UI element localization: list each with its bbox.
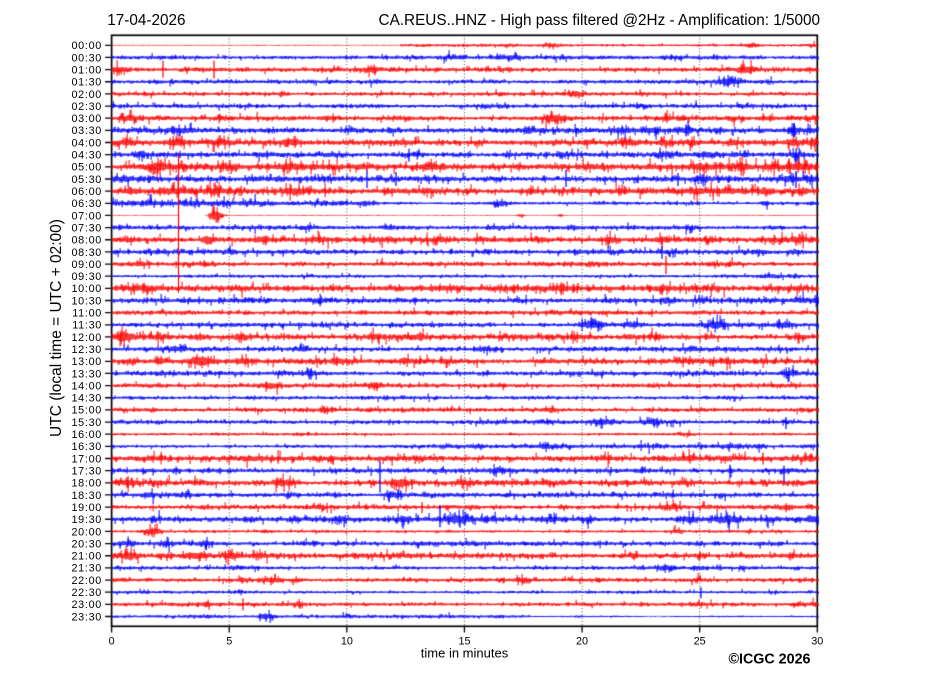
svg-text:16:30: 16:30: [71, 441, 102, 453]
svg-text:12:30: 12:30: [71, 344, 102, 356]
svg-text:00:30: 00:30: [71, 52, 102, 64]
svg-text:CA.REUS..HNZ - High pass filte: CA.REUS..HNZ - High pass filtered @2Hz -…: [379, 12, 820, 29]
svg-text:08:30: 08:30: [71, 247, 102, 259]
svg-text:14:30: 14:30: [71, 393, 102, 405]
svg-text:25: 25: [694, 635, 706, 647]
svg-text:18:30: 18:30: [71, 490, 102, 502]
svg-text:20: 20: [576, 635, 588, 647]
svg-text:21:30: 21:30: [71, 563, 102, 575]
svg-text:13:00: 13:00: [71, 356, 102, 368]
svg-text:02:30: 02:30: [71, 101, 102, 113]
svg-text:07:30: 07:30: [71, 222, 102, 234]
svg-text:UTC (local time = UTC + 02:00): UTC (local time = UTC + 02:00): [48, 219, 65, 437]
svg-text:01:30: 01:30: [71, 77, 102, 89]
svg-text:17:00: 17:00: [71, 453, 102, 465]
svg-text:17-04-2026: 17-04-2026: [107, 12, 185, 29]
svg-text:10:30: 10:30: [71, 295, 102, 307]
svg-text:©ICGC 2026: ©ICGC 2026: [728, 651, 810, 667]
svg-text:time in minutes: time in minutes: [421, 646, 509, 661]
svg-text:03:30: 03:30: [71, 125, 102, 137]
svg-text:08:00: 08:00: [71, 235, 102, 247]
svg-text:0: 0: [109, 635, 115, 647]
svg-text:05:30: 05:30: [71, 174, 102, 186]
svg-text:13:30: 13:30: [71, 368, 102, 380]
svg-text:19:30: 19:30: [71, 514, 102, 526]
svg-text:11:30: 11:30: [72, 320, 102, 332]
svg-text:20:00: 20:00: [71, 526, 102, 538]
svg-text:18:00: 18:00: [71, 478, 102, 490]
svg-text:19:00: 19:00: [71, 502, 102, 514]
svg-text:09:30: 09:30: [71, 271, 102, 283]
svg-text:15:00: 15:00: [71, 405, 102, 417]
svg-text:20:30: 20:30: [71, 538, 102, 550]
svg-text:10: 10: [341, 635, 353, 647]
svg-text:04:00: 04:00: [71, 137, 102, 149]
svg-text:11:00: 11:00: [72, 308, 102, 320]
svg-text:21:00: 21:00: [71, 551, 102, 563]
svg-text:05:00: 05:00: [71, 162, 102, 174]
svg-text:5: 5: [226, 635, 232, 647]
svg-text:23:30: 23:30: [71, 611, 102, 623]
svg-text:10:00: 10:00: [71, 283, 102, 295]
svg-text:04:30: 04:30: [71, 150, 102, 162]
svg-text:30: 30: [811, 635, 823, 647]
svg-text:06:30: 06:30: [71, 198, 102, 210]
svg-text:03:00: 03:00: [71, 113, 102, 125]
svg-text:14:00: 14:00: [71, 380, 102, 392]
svg-text:09:00: 09:00: [71, 259, 102, 271]
svg-text:17:30: 17:30: [71, 466, 102, 478]
svg-text:22:30: 22:30: [71, 587, 102, 599]
svg-text:15: 15: [458, 635, 470, 647]
svg-text:23:00: 23:00: [71, 599, 102, 611]
svg-text:02:00: 02:00: [71, 89, 102, 101]
svg-text:01:00: 01:00: [71, 64, 102, 76]
svg-text:06:00: 06:00: [71, 186, 102, 198]
svg-text:00:00: 00:00: [71, 40, 102, 52]
svg-text:12:00: 12:00: [71, 332, 102, 344]
svg-text:15:30: 15:30: [71, 417, 102, 429]
svg-text:07:00: 07:00: [71, 210, 102, 222]
svg-text:22:00: 22:00: [71, 575, 102, 587]
svg-text:16:00: 16:00: [71, 429, 102, 441]
